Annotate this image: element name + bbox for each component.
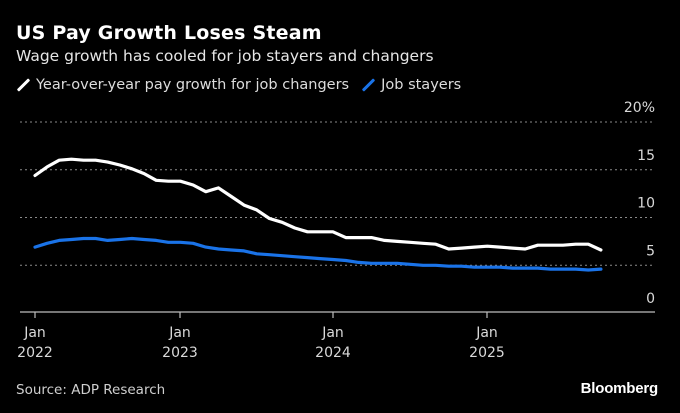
x-tick-label-month-2025: Jan	[475, 325, 498, 341]
x-tick-label-month-2023: Jan	[168, 325, 191, 341]
legend-item-stayers: Job stayers	[361, 77, 461, 93]
y-tick-label-10: 10	[637, 196, 655, 212]
gridlines	[20, 121, 655, 266]
legend: Year-over-year pay growth for job change…	[16, 77, 473, 93]
y-tick-label-20: 20%	[624, 100, 655, 116]
y-tick-label-0: 0	[646, 291, 655, 307]
x-axis: Jan 2022 Jan 2023 Jan 2024 Jan 2025	[17, 311, 655, 361]
y-axis-tick-labels: 0 5 10 15 20%	[624, 100, 655, 307]
x-tick-label-year-2024: 2024	[315, 345, 351, 361]
legend-label-changers: Year-over-year pay growth for job change…	[36, 77, 350, 93]
chart-title: US Pay Growth Loses Steam	[16, 22, 322, 44]
x-tick-label-year-2022: 2022	[17, 345, 53, 361]
x-tick-label-month-2022: Jan	[23, 325, 46, 341]
x-tick-label-year-2025: 2025	[469, 345, 505, 361]
bloomberg-logo: Bloomberg	[580, 380, 659, 397]
x-tick-label-month-2024: Jan	[321, 325, 344, 341]
legend-label-stayers: Job stayers	[381, 77, 462, 93]
series-lines	[33, 157, 603, 272]
x-tick-label-year-2023: 2023	[162, 345, 198, 361]
source-note: Source: ADP Research	[16, 382, 166, 398]
y-tick-label-15: 15	[637, 148, 655, 164]
series-line-job-stayers	[33, 236, 603, 272]
legend-item-changers: Year-over-year pay growth for job change…	[16, 77, 349, 93]
y-tick-label-5: 5	[646, 243, 655, 259]
series-line-job-changers	[33, 157, 603, 252]
chart-subtitle: Wage growth has cooled for job stayers a…	[16, 47, 434, 65]
